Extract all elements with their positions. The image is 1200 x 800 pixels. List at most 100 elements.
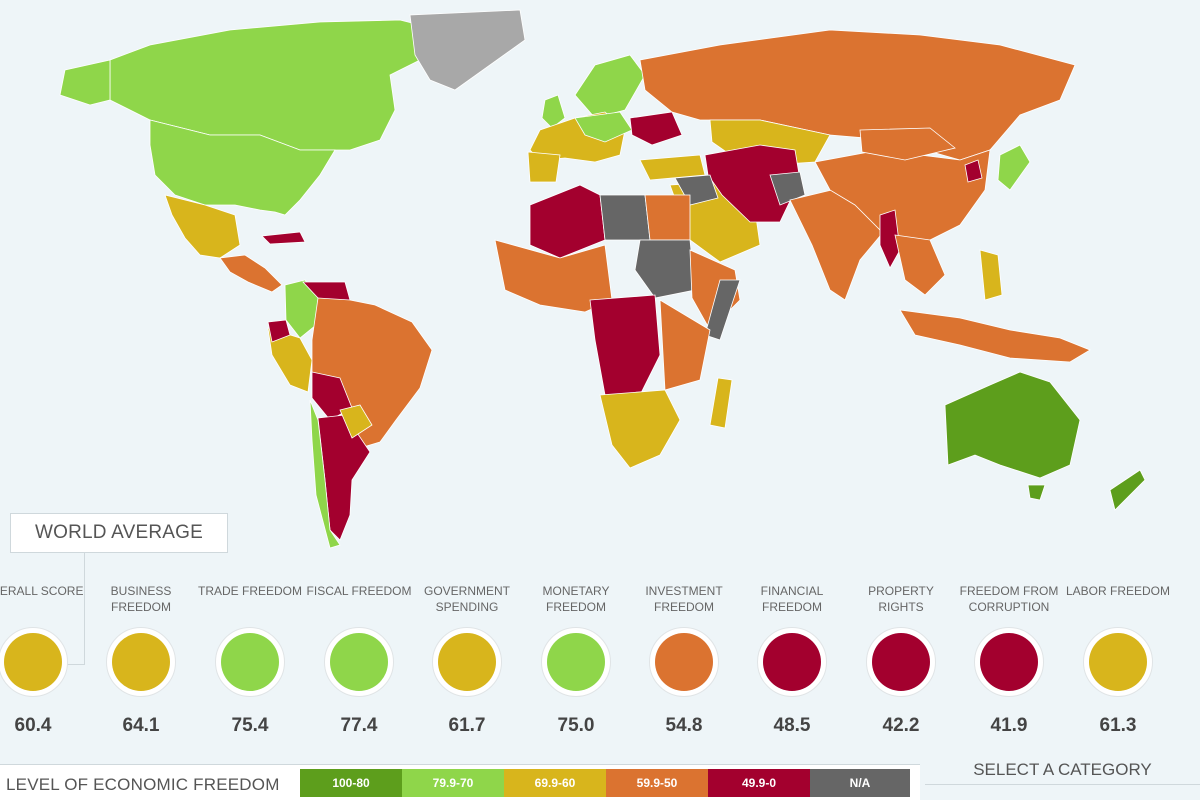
category-indicator[interactable]: [974, 627, 1044, 697]
category-investment-freedom[interactable]: INVESTMENT FREEDOM 54.8: [629, 583, 739, 743]
region-indonesia[interactable]: [899, 309, 1091, 363]
region-uk[interactable]: [541, 94, 566, 129]
category-indicator[interactable]: [215, 627, 285, 697]
world-average-title: WORLD AVERAGE: [10, 513, 228, 553]
category-label: PROPERTY RIGHTS: [868, 584, 934, 614]
category-indicator[interactable]: [432, 627, 502, 697]
region-paraguay[interactable]: [339, 404, 373, 439]
select-category-button[interactable]: SELECT A CATEGORY: [925, 755, 1200, 785]
category-color-dot: [4, 633, 62, 691]
category-color-dot: [980, 633, 1038, 691]
category-trade-freedom[interactable]: TRADE FREEDOM 75.4: [195, 583, 305, 743]
legend-swatch[interactable]: N/A: [810, 769, 910, 797]
legend-swatch[interactable]: 100-80: [300, 769, 402, 797]
category-label: GOVERNMENT SPENDING: [423, 584, 510, 614]
category-value: 41.9: [990, 715, 1028, 736]
category-overall-score[interactable]: OVERALL SCORE 60.4: [0, 583, 88, 743]
category-label: BUSINESS FREEDOM: [110, 584, 172, 614]
region-ecuador[interactable]: [267, 319, 291, 343]
category-color-dot: [547, 633, 605, 691]
category-color-dot: [655, 633, 713, 691]
category-value: 77.4: [340, 715, 378, 736]
category-label: FINANCIAL FREEDOM: [760, 584, 824, 614]
region-cuba[interactable]: [261, 231, 306, 245]
region-chile[interactable]: [309, 399, 341, 549]
category-indicator[interactable]: [324, 627, 394, 697]
region-new-zealand[interactable]: [1109, 469, 1146, 511]
region-myanmar[interactable]: [879, 209, 901, 269]
category-color-dot: [1089, 633, 1147, 691]
legend-swatch[interactable]: 79.9-70: [402, 769, 504, 797]
legend-swatch[interactable]: 59.9-50: [606, 769, 708, 797]
category-color-dot: [221, 633, 279, 691]
category-property-rights[interactable]: PROPERTY RIGHTS 42.2: [846, 583, 956, 743]
region-turkey[interactable]: [639, 154, 706, 181]
region-north-africa-west[interactable]: [529, 184, 606, 259]
category-government-spending[interactable]: GOVERNMENT SPENDING 61.7: [412, 583, 522, 743]
category-fiscal-freedom[interactable]: FISCAL FREEDOM 77.4: [304, 583, 414, 743]
category-value: 54.8: [665, 715, 703, 736]
region-southeast-asia[interactable]: [894, 234, 946, 296]
category-indicator[interactable]: [649, 627, 719, 697]
category-freedom-from-corruption[interactable]: FREEDOM FROM CORRUPTION 41.9: [954, 583, 1064, 743]
category-monetary-freedom[interactable]: MONETARY FREEDOM 75.0: [521, 583, 631, 743]
region-southern-africa[interactable]: [599, 389, 681, 469]
category-value: 60.4: [14, 715, 52, 736]
category-label: MONETARY FREEDOM: [542, 584, 610, 614]
category-indicator[interactable]: [106, 627, 176, 697]
category-indicator[interactable]: [1083, 627, 1153, 697]
category-indicator[interactable]: [757, 627, 827, 697]
category-labor-freedom[interactable]: LABOR FREEDOM 61.3: [1063, 583, 1173, 743]
category-color-dot: [330, 633, 388, 691]
category-value: 42.2: [882, 715, 920, 736]
region-philippines[interactable]: [979, 249, 1003, 301]
region-tasmania[interactable]: [1027, 484, 1046, 501]
category-business-freedom[interactable]: BUSINESS FREEDOM 64.1: [86, 583, 196, 743]
region-libya[interactable]: [599, 194, 651, 241]
category-value: 48.5: [773, 715, 811, 736]
world-average-connector-tick: [63, 664, 85, 665]
category-label: FISCAL FREEDOM: [306, 584, 412, 598]
region-central-america[interactable]: [219, 254, 283, 293]
region-central-europe[interactable]: [574, 111, 633, 143]
region-peru[interactable]: [267, 327, 313, 393]
region-central-africa[interactable]: [589, 294, 661, 396]
region-north-korea[interactable]: [964, 159, 983, 183]
category-financial-freedom[interactable]: FINANCIAL FREEDOM 48.5: [737, 583, 847, 743]
region-mongolia[interactable]: [859, 127, 956, 161]
region-russia[interactable]: [639, 29, 1076, 161]
region-afghanistan[interactable]: [769, 171, 806, 206]
category-label: OVERALL SCORE: [0, 584, 84, 598]
region-japan[interactable]: [997, 144, 1031, 191]
region-ukraine[interactable]: [629, 111, 683, 146]
region-sudan[interactable]: [634, 239, 696, 299]
region-australia[interactable]: [944, 371, 1081, 479]
legend-swatch[interactable]: 49.9-0: [708, 769, 810, 797]
region-usa[interactable]: [149, 119, 336, 216]
region-somalia[interactable]: [704, 279, 741, 341]
region-east-africa[interactable]: [659, 299, 711, 391]
legend-swatch[interactable]: 69.9-60: [504, 769, 606, 797]
region-egypt[interactable]: [644, 194, 691, 241]
category-indicator[interactable]: [0, 627, 68, 697]
region-greenland[interactable]: [409, 9, 526, 91]
category-indicator[interactable]: [866, 627, 936, 697]
legend: LEVEL OF ECONOMIC FREEDOM 100-80 79.9-70…: [0, 764, 920, 800]
category-value: 75.4: [231, 715, 269, 736]
category-label: INVESTMENT FREEDOM: [645, 584, 723, 614]
category-label: LABOR FREEDOM: [1065, 584, 1170, 598]
region-china[interactable]: [814, 149, 991, 246]
category-indicator[interactable]: [541, 627, 611, 697]
category-color-dot: [872, 633, 930, 691]
region-alaska[interactable]: [59, 59, 111, 106]
category-color-dot: [438, 633, 496, 691]
category-color-dot: [763, 633, 821, 691]
region-iberia[interactable]: [527, 151, 561, 183]
category-label: TRADE FREEDOM: [197, 584, 302, 598]
region-bolivia[interactable]: [311, 371, 353, 421]
world-map[interactable]: [0, 0, 1200, 560]
category-value: 64.1: [122, 715, 160, 736]
region-madagascar[interactable]: [709, 377, 733, 429]
world-map-svg[interactable]: [0, 0, 1200, 560]
region-scandinavia[interactable]: [574, 54, 646, 119]
